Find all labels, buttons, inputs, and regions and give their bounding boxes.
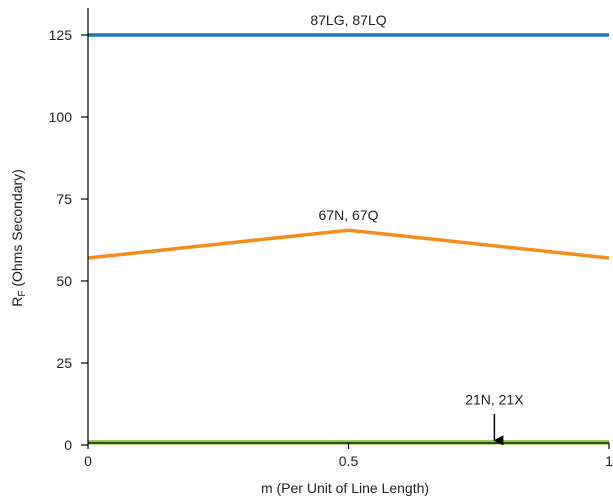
y-tick-label: 50	[56, 273, 72, 289]
y-axis-label-main: R	[9, 297, 25, 307]
axes-layer	[87, 8, 609, 444]
y-tick-label: 125	[49, 27, 73, 43]
y-axis-label-subscript: F	[17, 291, 28, 297]
y-tick-label: 25	[56, 355, 72, 371]
labels-layer: 87LG, 87LQ 67N, 67Q 21N, 21X	[310, 12, 524, 446]
y-tick-label: 0	[64, 437, 72, 453]
x-tick-label: 0	[84, 453, 92, 469]
series-label-2: 67N, 67Q	[319, 207, 379, 223]
y-tick-label: 75	[56, 191, 72, 207]
ticks-layer: 0 25 50 75 100 125 0 0.5 1	[49, 27, 613, 469]
x-tick-label: 0.5	[339, 453, 359, 469]
series-layer	[87, 33, 610, 445]
series-label-3: 21N, 21X	[465, 391, 524, 407]
x-axis-label: m (Per Unit of Line Length)	[261, 480, 429, 496]
series-label-1: 87LG, 87LQ	[310, 12, 386, 28]
y-axis-label: RF (Ohms Secondary)	[9, 169, 28, 307]
x-tick-label: 1	[605, 453, 613, 469]
y-tick-label: 100	[49, 109, 73, 125]
y-axis-label-rest: (Ohms Secondary)	[9, 169, 25, 290]
series-line-2	[87, 228, 610, 260]
